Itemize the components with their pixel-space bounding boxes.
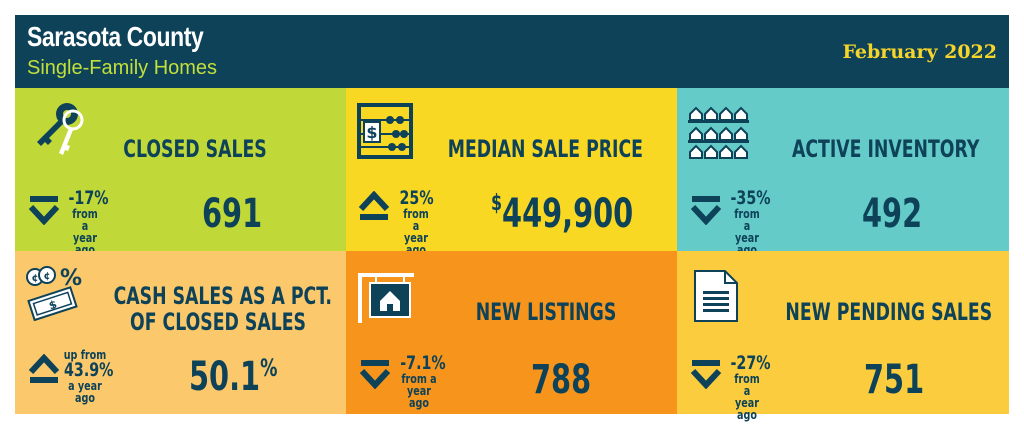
infographic: Sarasota County Single-Family Homes Febr… [15,15,1009,421]
cash-percent-icon: ¢ ¢ % $ [26,266,82,321]
page-subtitle: Single-Family Homes [27,57,218,79]
median-price-number: 449,900 [502,191,634,237]
median-price-value: $449,900 [491,191,633,237]
active-inventory-value: 492 [862,191,923,237]
cash-sales-number: 50.1 [189,354,261,400]
new-pending-title: NEW PENDING SALES [785,298,993,326]
cash-sales-title-line2: OF CLOSED SALES [130,308,306,336]
tile-closed-sales: CLOSED SALES -17% from a year ago 691 [15,88,346,256]
arrow-up-icon [358,191,390,220]
cash-sales-title-line1: CASH SALES AS A PCT. [113,282,332,310]
tile-new-listings: NEW LISTINGS -7.1% from a year ago 788 [346,251,677,414]
new-pending-change: -27% from a year ago [730,352,771,422]
svg-text:$: $ [366,123,377,142]
new-listings-value: 788 [531,357,592,403]
closed-sales-title: CLOSED SALES [123,135,267,163]
arrow-down-icon [690,196,722,225]
arrow-down-icon [690,360,722,389]
tile-median-sale-price: $ MEDIAN SALE PRICE 25% from a year ago … [346,88,677,256]
active-inventory-change: -35% from a year ago [730,187,771,257]
active-inventory-title: ACTIVE INVENTORY [792,135,980,163]
document-icon [694,270,738,322]
abacus-icon: $ [357,103,413,159]
houses-grid-icon [688,106,749,159]
currency-symbol: $ [491,191,503,216]
arrow-down-icon [359,360,391,389]
svg-text:¢: ¢ [44,271,51,282]
closed-sales-value: 691 [202,191,263,237]
svg-text:¢: ¢ [32,273,39,284]
svg-text:$: $ [47,298,58,313]
header-banner: Sarasota County Single-Family Homes Febr… [15,15,1009,88]
svg-text:%: % [60,266,82,291]
cash-sales-change: up from 43.9% a year ago [63,348,114,405]
arrow-down-icon [28,196,60,225]
page-title: Sarasota County [27,21,204,52]
new-listings-change: -7.1% from a year ago [400,352,446,410]
cash-sales-value: 50.1% [189,354,277,400]
closed-sales-change: -17% from a year ago [68,187,109,257]
percent-sign: % [260,354,278,382]
report-date: February 2022 [842,41,997,63]
new-listings-title: NEW LISTINGS [475,298,617,326]
arrow-up-icon [28,354,60,383]
median-price-change: 25% from a year ago [399,187,434,257]
tile-active-inventory: ACTIVE INVENTORY -35% from a year ago 49… [677,88,1009,256]
tile-cash-sales: ¢ ¢ % $ CASH SALES AS A PCT. OF CLOSED S… [15,251,346,414]
keys-icon [37,103,84,155]
tile-new-pending-sales: NEW PENDING SALES -27% from a year ago 7… [677,251,1009,421]
median-price-title: MEDIAN SALE PRICE [447,135,643,163]
cash-sales-title: CASH SALES AS A PCT. OF CLOSED SALES [113,282,332,336]
for-sale-sign-icon [358,273,414,323]
new-pending-value: 751 [864,357,925,403]
